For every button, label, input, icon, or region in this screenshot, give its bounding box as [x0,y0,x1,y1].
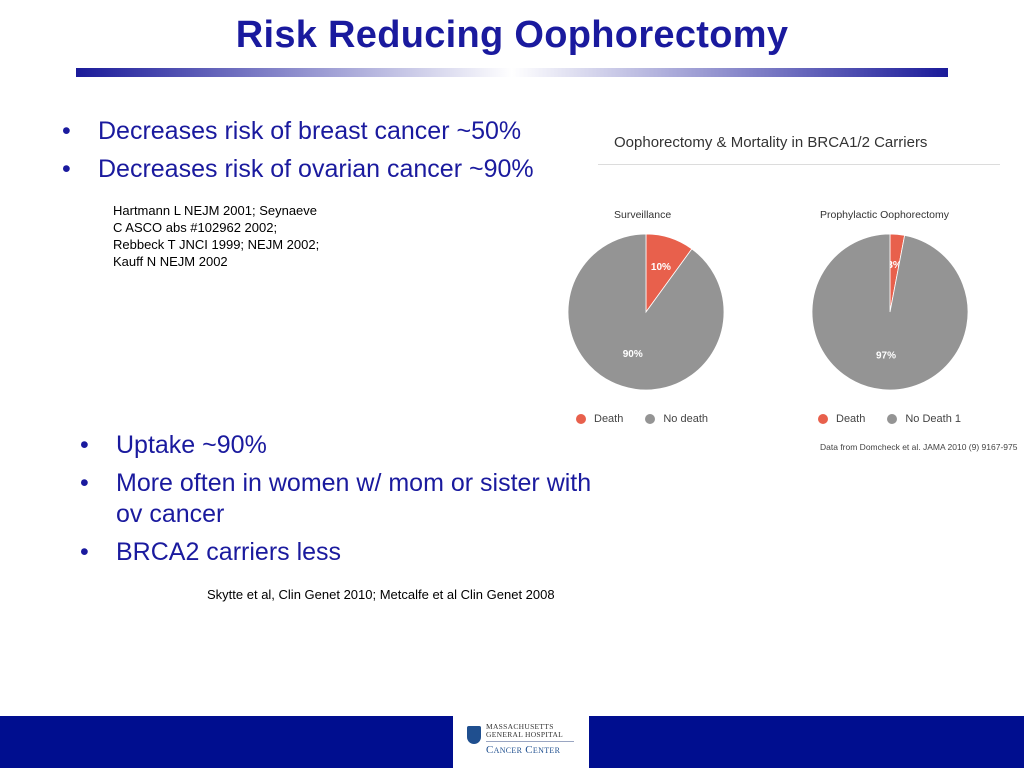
chart-header-divider [598,164,1000,165]
bullets-bottom: Uptake ~90% More often in women w/ mom o… [76,430,616,575]
logo-divider [486,741,574,742]
bullet-breast-cancer: Decreases risk of breast cancer ~50% [58,116,618,147]
bullet-family-history: More often in women w/ mom or sister wit… [76,468,616,530]
legend-dot-death [818,414,828,424]
pie-value-label: 10% [651,262,671,273]
shield-icon [467,726,481,744]
bullets-top: Decreases risk of breast cancer ~50% Dec… [58,116,618,192]
title-underline [76,68,948,77]
hospital-logo: MASSACHUSETTS GENERAL HOSPITAL Cancer Ce… [453,716,589,768]
citation-bottom: Skytte et al, Clin Genet 2010; Metcalfe … [207,587,555,602]
pie-chart-surveillance: 10% 90% [567,233,725,391]
citation-top-line: Hartmann L NEJM 2001; Seynaeve [113,203,318,218]
legend-label-death: Death [836,413,866,425]
citation-top: Hartmann L NEJM 2001; Seynaeve C ASCO ab… [113,202,353,270]
citation-top-line: C ASCO abs #102962 2002; [113,220,278,235]
logo-line-2: GENERAL HOSPITAL [486,730,564,739]
pie-title-prophylactic: Prophylactic Oophorectomy [820,209,949,221]
legend-label-death: Death [594,413,624,425]
legend-dot-death [576,414,586,424]
pie-title-surveillance: Surveillance [614,209,672,221]
chart-panel: Oophorectomy & Mortality in BRCA1/2 Carr… [567,120,1018,460]
legend-dot-no-death [887,414,898,424]
chart-header: Oophorectomy & Mortality in BRCA1/2 Carr… [614,134,928,151]
legend-prophylactic: Death No Death 1 [818,413,983,425]
slide-title: Risk Reducing Oophorectomy [235,14,789,56]
citation-top-line: Kauff N NEJM 2002 [113,254,228,269]
pie-value-label: 97% [876,351,896,362]
citation-top-line: Rebbeck T JNCI 1999; NEJM 2002; [113,237,320,252]
legend-label-no-death: No Death 1 [905,413,962,425]
pie-value-label: 3% [887,260,902,271]
chart-source-note: Data from Domcheck et al. JAMA 2010 (9) … [820,442,1018,452]
bullet-brca2: BRCA2 carriers less [76,537,616,568]
pie-slice-no-death-1 [811,233,969,391]
bullet-uptake: Uptake ~90% [76,430,616,461]
pie-value-label: 90% [623,349,643,360]
bullet-ovarian-cancer: Decreases risk of ovarian cancer ~90% [58,154,618,185]
pie-chart-prophylactic: 3% 97% [811,233,969,391]
legend-dot-no-death [645,414,656,424]
pie-slice-no-death [567,233,725,391]
legend-label-no-death: No death [663,413,709,425]
legend-surveillance: Death No death [576,413,730,425]
logo-line-3: Cancer Center [486,744,561,756]
logo-text: MASSACHUSETTS GENERAL HOSPITAL [486,723,563,739]
logo-line-1: MASSACHUSETTS [486,722,554,731]
